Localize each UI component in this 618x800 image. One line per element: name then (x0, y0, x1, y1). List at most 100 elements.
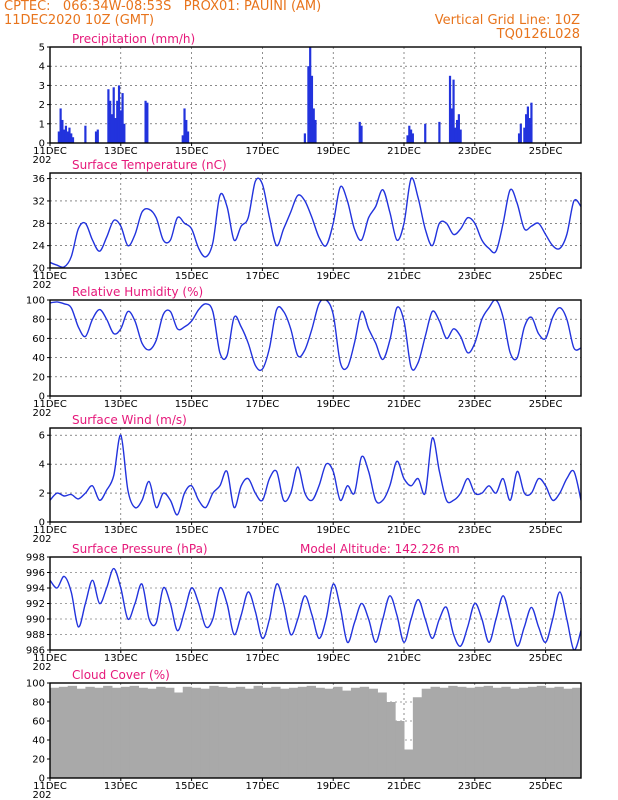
precipitation-xtick-label: 21DEC (387, 146, 421, 157)
precipitation-bar (70, 133, 73, 143)
precipitation-ytick-label: 4 (39, 62, 45, 73)
wind-xtick-label: 21DEC (387, 525, 421, 536)
cloud-bar (288, 687, 299, 778)
cloud-bar (342, 690, 352, 778)
cloud-bar (465, 687, 476, 778)
cloud-ytick-label: 100 (26, 679, 45, 690)
cloud-bar (257, 776, 267, 778)
precipitation-year-fragment: 202 (32, 155, 51, 166)
humidity-series-line (50, 300, 581, 372)
cloud-bar (510, 688, 520, 778)
precipitation-bar (64, 125, 68, 143)
wind-ytick-label: 0 (39, 518, 45, 529)
precipitation-bar (457, 114, 460, 143)
cloud-bar (156, 686, 166, 778)
cloud-bar (386, 702, 396, 778)
humidity-xtick-label: 21DEC (387, 399, 421, 410)
cloud-frame (49, 682, 582, 779)
cloud-bar (227, 687, 237, 778)
precipitation-xtick-label: 23DEC (458, 146, 492, 157)
cloud-bar (368, 688, 378, 778)
cloud-bar (377, 692, 387, 778)
humidity-xtick-label: 17DEC (246, 399, 280, 410)
cloud-bar (563, 688, 573, 778)
precipitation-bar (519, 123, 522, 143)
temperature-ytick-label: 20 (32, 264, 45, 275)
precipitation-ytick-label: 1 (39, 119, 45, 130)
precipitation-bar (94, 131, 98, 143)
cloud-title: Cloud Cover (%) (72, 668, 170, 682)
pressure-xtick-label: 25DEC (529, 653, 563, 664)
precipitation-bar (61, 119, 64, 143)
humidity-ytick-label: 100 (26, 296, 45, 307)
precipitation-xtick-label: 17DEC (246, 146, 280, 157)
cloud-bar (244, 688, 255, 778)
wind-frame (49, 427, 582, 523)
pressure-xtick-label: 15DEC (175, 653, 209, 664)
header-run-code: TQ0126L028 (496, 27, 580, 42)
cloud-bar (572, 687, 582, 778)
precipitation-xtick-label: 25DEC (529, 146, 563, 157)
temperature-year-fragment: 202 (32, 280, 51, 291)
cloud-bar (147, 688, 157, 778)
precipitation-bar (406, 135, 409, 143)
cloud-bar (457, 686, 467, 778)
precipitation-bar (456, 119, 459, 143)
pressure-year-fragment: 202 (32, 662, 51, 673)
temperature-xtick-label: 25DEC (529, 271, 563, 282)
cloud-ytick-label: 40 (32, 736, 45, 747)
cloud-bar (94, 687, 104, 778)
header-station: CPTEC: 066:34W-08:53S PROX01: PAUINI (AM… (4, 0, 322, 14)
precipitation-bar (408, 125, 411, 143)
temperature-xtick-label: 23DEC (458, 271, 492, 282)
precipitation-bar (114, 118, 117, 143)
wind-xtick-label: 23DEC (458, 525, 492, 536)
cloud-xtick-label: 11DEC (33, 781, 67, 792)
cloud-bar (173, 692, 184, 778)
temperature-series-line (50, 177, 581, 268)
cloud-bar (333, 686, 343, 778)
cloud-bar (483, 685, 493, 778)
temperature-xtick-label: 11DEC (33, 271, 67, 282)
precipitation-bar (314, 119, 317, 143)
precipitation-bar (312, 108, 315, 143)
wind-year-fragment: 202 (32, 534, 51, 545)
pressure-xtick-label: 17DEC (246, 653, 280, 664)
cloud-bar (262, 687, 272, 778)
pressure-xtick-label: 21DEC (387, 653, 421, 664)
cloud-xtick-label: 23DEC (458, 781, 492, 792)
pressure-xtick-label: 13DEC (104, 653, 138, 664)
precipitation-bar (146, 102, 149, 143)
cloud-xtick-label: 21DEC (387, 781, 421, 792)
cloud-xtick-label: 25DEC (529, 781, 563, 792)
humidity-ytick-label: 60 (32, 334, 45, 345)
precipitation-xtick-label: 11DEC (33, 146, 67, 157)
temperature-xtick-label: 15DEC (175, 271, 209, 282)
humidity-ytick-label: 40 (32, 353, 45, 364)
precipitation-bar (459, 129, 462, 143)
header-date: 11DEC2020 10Z (GMT) (4, 13, 155, 28)
humidity-year-fragment: 202 (32, 408, 51, 419)
cloud-bar (182, 686, 193, 778)
wind-ytick-label: 2 (39, 489, 45, 500)
cloud-bar (191, 687, 201, 778)
precipitation-bar (121, 93, 124, 143)
cloud-bar (315, 687, 325, 778)
precipitation-bar (181, 135, 184, 143)
wind-ytick-label: 4 (39, 460, 45, 471)
precipitation-bar (309, 47, 312, 143)
cloud-bar (519, 687, 529, 778)
precipitation-ytick-label: 2 (39, 100, 45, 111)
precipitation-bar (438, 121, 441, 143)
cloud-bar (350, 687, 361, 778)
precipitation-bar (116, 100, 119, 143)
humidity-xtick-label: 15DEC (175, 399, 209, 410)
cloud-xtick-label: 17DEC (246, 781, 280, 792)
wind-xtick-label: 13DEC (104, 525, 138, 536)
precipitation-bar (110, 114, 114, 143)
humidity-xtick-label: 19DEC (316, 399, 350, 410)
humidity-ytick-label: 20 (32, 372, 45, 383)
cloud-bar (527, 686, 538, 778)
precipitation-bar (448, 75, 452, 143)
